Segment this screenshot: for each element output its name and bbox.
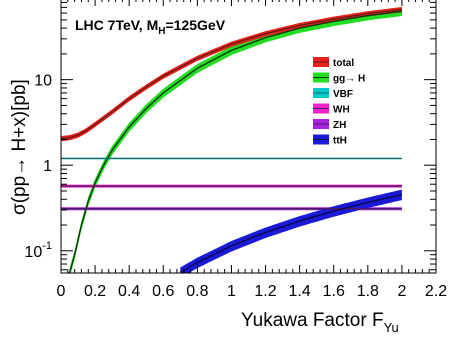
series-band-tth — [180, 189, 402, 273]
y-axis-tick-labels: 10 1 10-1 — [24, 73, 52, 261]
legend-item-tth: ttH — [313, 134, 347, 147]
legend-label: total — [333, 58, 354, 69]
x-tick-label: 0.4 — [118, 283, 140, 300]
legend-item-zh: ZH — [313, 119, 346, 131]
x-tick-label: 1 — [227, 283, 236, 300]
x-tick-label: 2 — [397, 283, 406, 300]
legend-label: WH — [333, 105, 350, 116]
legend-label: VBF — [333, 89, 353, 100]
y-tick-label: 10 — [34, 73, 52, 90]
x-tick-label: 0.6 — [152, 283, 174, 300]
x-tick-label: 1.2 — [254, 283, 276, 300]
legend: total gg→ H VBF WH ZH ttH — [313, 57, 365, 147]
series-band-gg-h — [69, 7, 402, 273]
legend-item-gg-h: gg→ H — [313, 72, 365, 85]
series-line-tth — [179, 193, 403, 273]
x-tick-label: 1.6 — [323, 283, 345, 300]
y-axis-title: σ(pp→ H+x)[pb] — [9, 79, 30, 215]
x-tick-label: 0.2 — [84, 283, 106, 300]
x-axis-tick-labels: 0 0.2 0.4 0.6 0.8 1 1.2 1.4 1.6 1.8 2 2.2 — [57, 283, 448, 300]
x-tick-label: 0.8 — [186, 283, 208, 300]
y-tick-label: 10-1 — [24, 240, 52, 261]
legend-label: ttH — [333, 136, 347, 147]
series-lines — [61, 8, 403, 273]
legend-item-wh: WH — [313, 103, 350, 116]
y-axis-ticks — [61, 1, 436, 271]
legend-item-vbf: VBF — [313, 88, 353, 100]
energy-mass-annotation: LHC 7TeV, MH=125GeV — [75, 17, 226, 37]
x-axis-title: Yukawa Factor FYu — [241, 310, 399, 335]
legend-label: gg→ H — [333, 74, 365, 85]
x-tick-label: 0 — [57, 283, 66, 300]
y-tick-label: 1 — [43, 158, 52, 175]
x-tick-label: 1.8 — [357, 283, 379, 300]
legend-label: ZH — [333, 120, 346, 131]
series-line-total — [61, 8, 402, 140]
x-tick-label: 1.4 — [289, 283, 311, 300]
plot-frame — [60, 0, 437, 274]
series-bands — [61, 7, 402, 273]
x-tick-label: 2.2 — [425, 283, 447, 300]
legend-item-total: total — [313, 57, 354, 69]
